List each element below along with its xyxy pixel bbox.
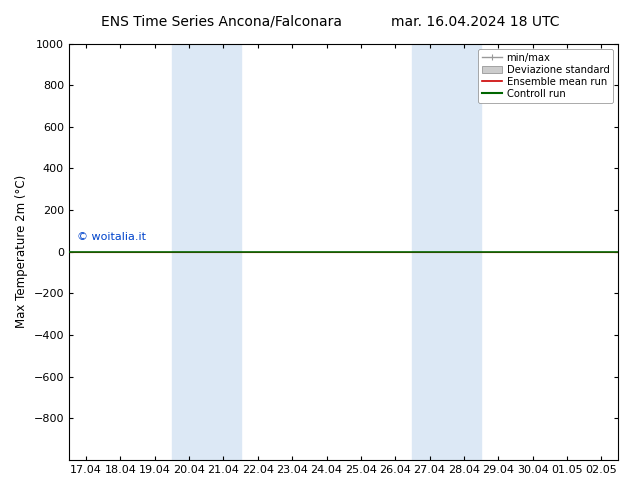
Bar bbox=[172, 44, 241, 460]
Legend: min/max, Deviazione standard, Ensemble mean run, Controll run: min/max, Deviazione standard, Ensemble m… bbox=[477, 49, 614, 102]
Bar bbox=[412, 44, 481, 460]
Text: © woitalia.it: © woitalia.it bbox=[77, 232, 146, 242]
Y-axis label: Max Temperature 2m (°C): Max Temperature 2m (°C) bbox=[15, 175, 28, 328]
Text: ENS Time Series Ancona/Falconara: ENS Time Series Ancona/Falconara bbox=[101, 15, 342, 29]
Text: mar. 16.04.2024 18 UTC: mar. 16.04.2024 18 UTC bbox=[391, 15, 560, 29]
